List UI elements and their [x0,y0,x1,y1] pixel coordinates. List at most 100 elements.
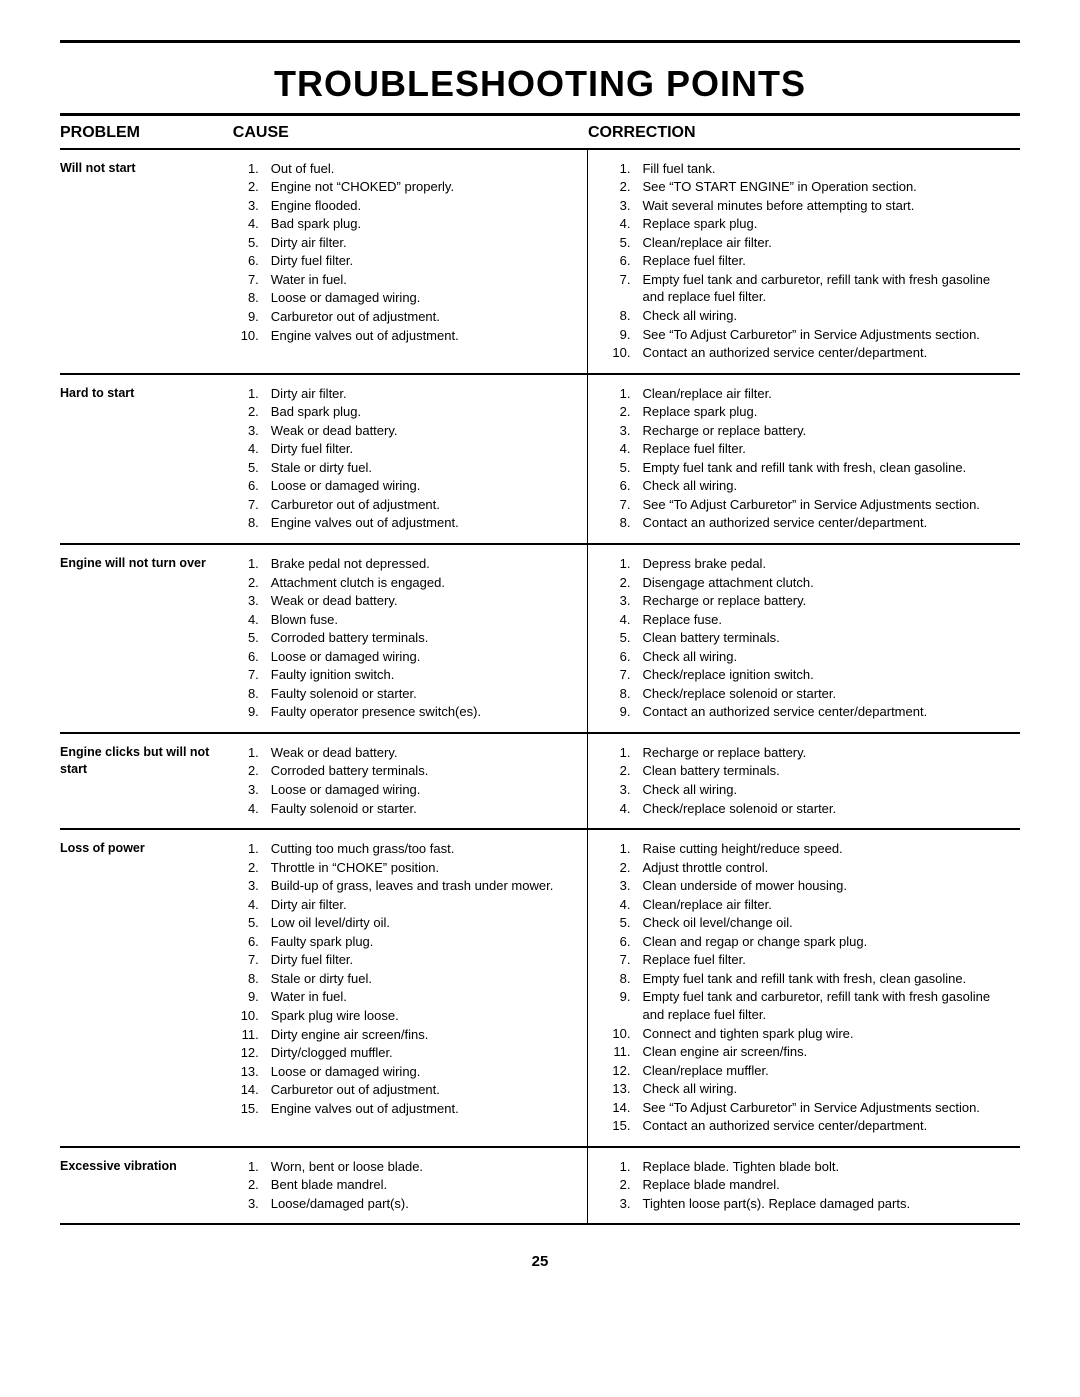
correction-item: Replace fuel filter. [632,440,1010,458]
correction-item: Clean/replace air filter. [632,234,1010,252]
table-row: Engine will not turn overBrake pedal not… [60,544,1020,733]
cause-item: Dirty air filter. [261,234,566,252]
correction-item: Clean/replace muffler. [632,1062,1010,1080]
cause-item: Loose or damaged wiring. [261,477,566,495]
cause-item: Stale or dirty fuel. [261,459,566,477]
correction-list: Recharge or replace battery.Clean batter… [604,744,1010,817]
correction-list: Depress brake pedal.Disengage attachment… [604,555,1010,721]
correction-item: See “To Adjust Carburetor” in Service Ad… [632,326,1010,344]
cause-item: Attachment clutch is engaged. [261,574,566,592]
correction-item: Check all wiring. [632,1080,1010,1098]
problem-cell: Excessive vibration [60,1147,233,1225]
page-number: 25 [60,1253,1020,1270]
page-title: TROUBLESHOOTING POINTS [60,63,1020,105]
correction-item: Tighten loose part(s). Replace damaged p… [632,1195,1010,1213]
correction-item: Check all wiring. [632,477,1010,495]
correction-item: Contact an authorized service center/dep… [632,703,1010,721]
cause-item: Corroded battery terminals. [261,629,566,647]
correction-item: Replace spark plug. [632,403,1010,421]
correction-item: Check all wiring. [632,648,1010,666]
correction-list: Fill fuel tank.See “TO START ENGINE” in … [604,160,1010,362]
correction-item: Connect and tighten spark plug wire. [632,1025,1010,1043]
cause-item: Dirty air filter. [261,896,566,914]
cause-cell: Dirty air filter.Bad spark plug.Weak or … [233,374,588,544]
cause-item: Stale or dirty fuel. [261,970,566,988]
cause-cell: Worn, bent or loose blade.Bent blade man… [233,1147,588,1225]
cause-item: Worn, bent or loose blade. [261,1158,566,1176]
correction-item: Raise cutting height/reduce speed. [632,840,1010,858]
correction-item: Clean/replace air filter. [632,896,1010,914]
cause-item: Throttle in “CHOKE” position. [261,859,566,877]
cause-item: Engine valves out of adjustment. [261,1100,566,1118]
correction-item: Check/replace ignition switch. [632,666,1010,684]
correction-item: See “TO START ENGINE” in Operation secti… [632,178,1010,196]
col-header-cause: CAUSE [233,115,588,149]
cause-list: Out of fuel.Engine not “CHOKED” properly… [233,160,566,344]
correction-cell: Raise cutting height/reduce speed.Adjust… [588,829,1020,1147]
correction-item: Disengage attachment clutch. [632,574,1010,592]
table-body: Will not startOut of fuel.Engine not “CH… [60,149,1020,1225]
cause-item: Dirty/clogged muffler. [261,1044,566,1062]
table-row: Loss of power Cutting too much grass/too … [60,829,1020,1147]
cause-cell: Out of fuel.Engine not “CHOKED” properly… [233,149,588,374]
correction-item: Fill fuel tank. [632,160,1010,178]
correction-item: Replace blade mandrel. [632,1176,1010,1194]
cause-item: Corroded battery terminals. [261,762,566,780]
correction-item: Empty fuel tank and refill tank with fre… [632,459,1010,477]
cause-item: Dirty fuel filter. [261,440,566,458]
table-row: Hard to startDirty air filter.Bad spark … [60,374,1020,544]
cause-item: Loose or damaged wiring. [261,289,566,307]
correction-item: Clean battery terminals. [632,629,1010,647]
correction-item: Recharge or replace battery. [632,592,1010,610]
page: TROUBLESHOOTING POINTS PROBLEM CAUSE COR… [0,0,1080,1300]
cause-item: Low oil level/dirty oil. [261,914,566,932]
correction-item: Check oil level/change oil. [632,914,1010,932]
cause-item: Bent blade mandrel. [261,1176,566,1194]
cause-item: Out of fuel. [261,160,566,178]
table-row: Engine clicks but will not startWeak or … [60,733,1020,829]
correction-item: Recharge or replace battery. [632,422,1010,440]
cause-item: Blown fuse. [261,611,566,629]
correction-item: Contact an authorized service center/dep… [632,514,1010,532]
correction-list: Raise cutting height/reduce speed.Adjust… [604,840,1010,1135]
top-rule [60,40,1020,43]
cause-list: Weak or dead battery.Corroded battery te… [233,744,566,817]
correction-item: Replace fuel filter. [632,252,1010,270]
cause-item: Loose or damaged wiring. [261,1063,566,1081]
cause-item: Water in fuel. [261,988,566,1006]
cause-cell: Brake pedal not depressed.Attachment clu… [233,544,588,733]
correction-item: Replace blade. Tighten blade bolt. [632,1158,1010,1176]
correction-item: Recharge or replace battery. [632,744,1010,762]
correction-item: Contact an authorized service center/dep… [632,344,1010,362]
correction-item: See “To Adjust Carburetor” in Service Ad… [632,496,1010,514]
correction-item: Replace fuse. [632,611,1010,629]
cause-item: Spark plug wire loose. [261,1007,566,1025]
problem-cell: Engine will not turn over [60,544,233,733]
correction-item: Wait several minutes before attempting t… [632,197,1010,215]
cause-item: Faulty ignition switch. [261,666,566,684]
correction-item: Check/replace solenoid or starter. [632,685,1010,703]
table-row: Will not startOut of fuel.Engine not “CH… [60,149,1020,374]
cause-list: Dirty air filter.Bad spark plug.Weak or … [233,385,566,532]
cause-item: Faulty spark plug. [261,933,566,951]
correction-cell: Clean/replace air filter.Replace spark p… [588,374,1020,544]
cause-item: Cutting too much grass/too fast. [261,840,566,858]
correction-item: Check all wiring. [632,307,1010,325]
correction-item: Replace fuel filter. [632,951,1010,969]
problem-cell: Engine clicks but will not start [60,733,233,829]
correction-item: Depress brake pedal. [632,555,1010,573]
cause-item: Weak or dead battery. [261,744,566,762]
correction-item: Clean/replace air filter. [632,385,1010,403]
cause-item: Build-up of grass, leaves and trash unde… [261,877,566,895]
cause-item: Faulty solenoid or starter. [261,800,566,818]
cause-cell: Weak or dead battery.Corroded battery te… [233,733,588,829]
cause-item: Dirty fuel filter. [261,951,566,969]
cause-item: Dirty air filter. [261,385,566,403]
correction-list: Clean/replace air filter.Replace spark p… [604,385,1010,532]
problem-cell: Loss of power [60,829,233,1147]
correction-item: Empty fuel tank and carburetor, refill t… [632,271,1010,306]
correction-list: Replace blade. Tighten blade bolt.Replac… [604,1158,1010,1213]
problem-cell: Will not start [60,149,233,374]
cause-item: Engine valves out of adjustment. [261,327,566,345]
cause-item: Weak or dead battery. [261,422,566,440]
